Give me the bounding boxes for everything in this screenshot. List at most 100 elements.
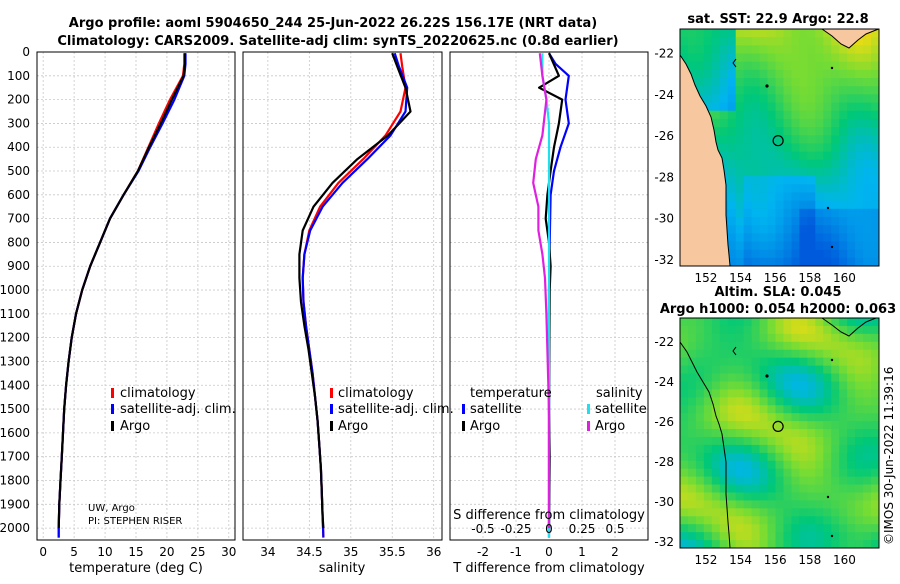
legend-s-satellite-label: satellite xyxy=(595,402,647,417)
m2-field-cell xyxy=(687,468,697,478)
m2-field-cell xyxy=(711,318,721,327)
m1-field-cell xyxy=(719,159,729,169)
m2-field-cell xyxy=(855,460,864,470)
m2-field-cell xyxy=(871,333,879,343)
m2-field-cell xyxy=(839,460,848,470)
m2-field-cell xyxy=(687,476,697,486)
m2-field-cell xyxy=(807,476,816,486)
m1-field-cell xyxy=(855,233,864,243)
m2-field-cell xyxy=(703,318,713,327)
m1-field-cell xyxy=(759,37,769,46)
m2-field-cell xyxy=(871,444,879,454)
depth-tick-label: 700 xyxy=(7,212,30,226)
m2-field-cell xyxy=(767,532,777,541)
m2-field-cell xyxy=(743,405,753,414)
m2-field-cell xyxy=(799,436,808,446)
m2-field-cell xyxy=(727,373,737,383)
m2-field-cell xyxy=(863,389,872,398)
m1-field-cell xyxy=(839,118,848,128)
m1-field-cell xyxy=(783,200,793,210)
sla-coast xyxy=(680,341,731,548)
s-tick-label: 0 xyxy=(545,522,553,536)
m1-field-cell xyxy=(727,225,737,234)
m1-field-cell xyxy=(751,225,761,234)
m1-field-cell xyxy=(847,53,856,63)
m1-field-cell xyxy=(767,45,777,55)
m2-field-cell xyxy=(823,429,832,438)
m1-field-cell xyxy=(799,249,808,259)
m2-field-cell xyxy=(863,341,872,351)
m2-field-cell xyxy=(815,325,824,335)
sst-island xyxy=(830,245,834,249)
m2-field-cell xyxy=(680,429,689,438)
m1-field-cell xyxy=(751,86,761,95)
m2-field-cell xyxy=(823,341,832,351)
m2-field-cell xyxy=(703,333,713,343)
m2-field-cell xyxy=(863,484,872,494)
m1-field-cell xyxy=(735,208,745,218)
m2-field-cell xyxy=(727,421,737,430)
m2-field-cell xyxy=(719,460,729,470)
m2-field-cell xyxy=(807,460,816,470)
m1-field-cell xyxy=(855,94,864,104)
m2-field-cell xyxy=(759,484,769,494)
m2-field-cell xyxy=(871,460,879,470)
m2-field-cell xyxy=(847,532,856,541)
m2-field-cell xyxy=(815,476,824,486)
m2-field-cell xyxy=(823,524,832,533)
m2-field-cell xyxy=(759,413,769,422)
legend-s-argo-swatch xyxy=(587,421,590,431)
m1-field-cell xyxy=(863,159,872,169)
m1-field-cell xyxy=(839,102,848,112)
m2-field-cell xyxy=(831,492,840,502)
m1-field-cell xyxy=(727,29,737,38)
m2-field-cell xyxy=(855,341,864,351)
m2-field-cell xyxy=(815,365,824,375)
m2-field-cell xyxy=(719,381,729,390)
m2-field-cell xyxy=(791,429,800,438)
m2-field-cell xyxy=(695,508,705,517)
m1-field-cell xyxy=(735,118,745,128)
m2-field-cell xyxy=(695,436,705,446)
m2-field-cell xyxy=(823,436,832,446)
m2-field-cell xyxy=(791,452,800,462)
m1-field-cell xyxy=(799,192,808,202)
m2-field-cell xyxy=(855,532,864,541)
depth-tick-label: 100 xyxy=(7,69,30,83)
m1-field-cell xyxy=(703,78,713,87)
m2-field-cell xyxy=(751,413,761,422)
m2-field-cell xyxy=(767,333,777,343)
m2-field-cell xyxy=(711,333,721,343)
m1-field-cell xyxy=(847,208,856,218)
m1-field-cell xyxy=(735,61,745,71)
m2-field-cell xyxy=(775,452,785,462)
m1-field-cell xyxy=(751,167,761,177)
m2-field-cell xyxy=(847,484,856,494)
m2-field-cell xyxy=(719,508,729,517)
m1-field-cell xyxy=(871,78,879,87)
m1-field-cell xyxy=(711,78,721,87)
m2-field-cell xyxy=(711,397,721,406)
m1-field-cell xyxy=(863,241,872,251)
m2-field-cell xyxy=(711,389,721,398)
m1-field-cell xyxy=(807,78,816,87)
m1-field-cell xyxy=(759,176,769,185)
m2-field-cell xyxy=(783,492,793,502)
m1-field-cell xyxy=(767,86,777,95)
m2-field-cell xyxy=(871,413,879,422)
m2-field-cell xyxy=(775,325,785,335)
m2-field-cell xyxy=(807,365,816,375)
m1-field-cell xyxy=(775,249,785,259)
m2-field-cell xyxy=(775,492,785,502)
m2-field-cell xyxy=(751,318,761,327)
m1-field-cell xyxy=(783,102,793,112)
depth-tick-label: 200 xyxy=(7,93,30,107)
m1-field-cell xyxy=(831,110,840,120)
sst-reef-outline xyxy=(732,58,737,68)
m1-field-cell xyxy=(711,127,721,136)
m1-field-cell xyxy=(743,78,753,87)
m1-field-cell xyxy=(791,53,800,63)
m2-field-cell xyxy=(767,373,777,383)
m2-field-cell xyxy=(863,460,872,470)
m1-field-cell xyxy=(743,184,753,194)
